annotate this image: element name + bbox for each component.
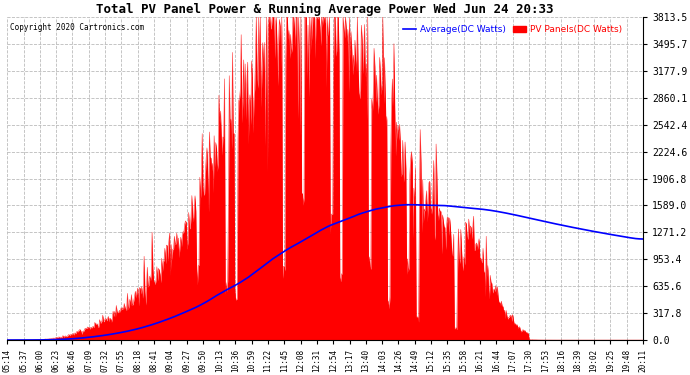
- Legend: Average(DC Watts), PV Panels(DC Watts): Average(DC Watts), PV Panels(DC Watts): [399, 21, 626, 38]
- Title: Total PV Panel Power & Running Average Power Wed Jun 24 20:33: Total PV Panel Power & Running Average P…: [97, 3, 554, 16]
- Text: Copyright 2020 Cartronics.com: Copyright 2020 Cartronics.com: [10, 24, 145, 33]
